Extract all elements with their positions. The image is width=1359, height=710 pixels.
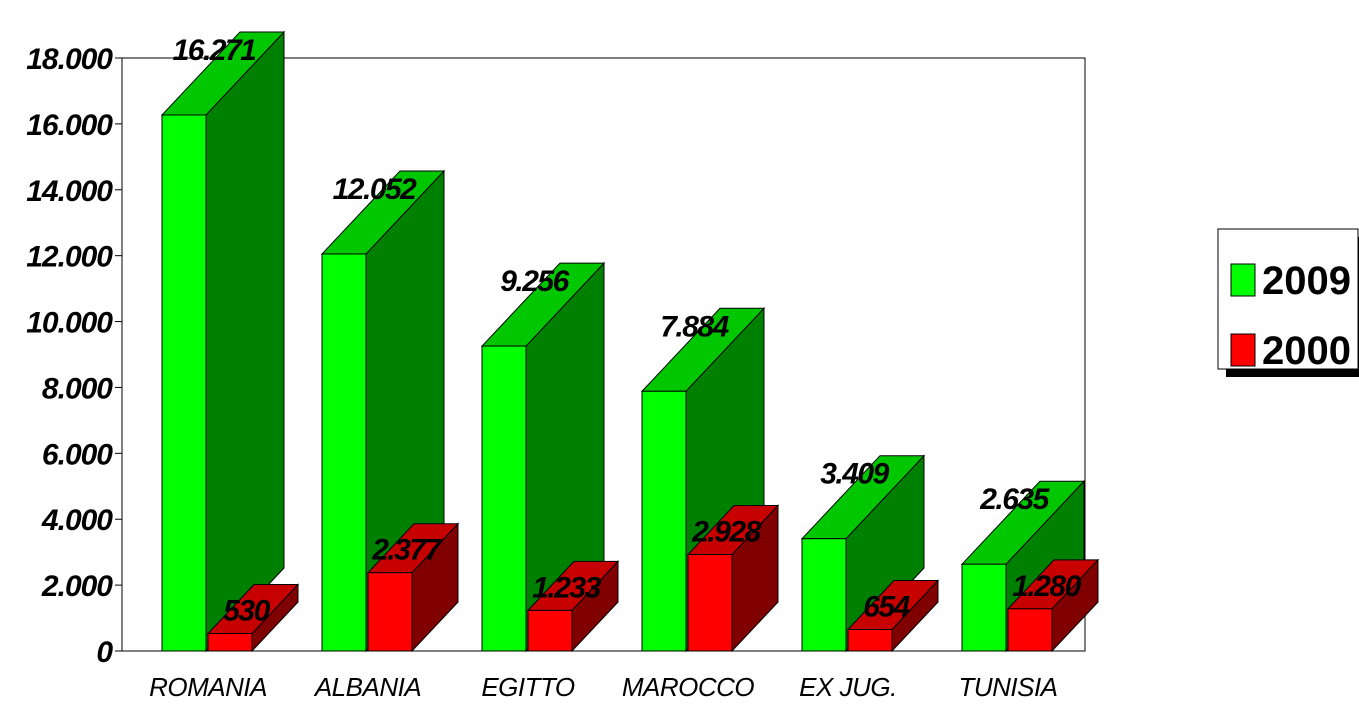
y-tick-label: 2.000 [41,570,113,603]
x-tick-label: MAROCCO [622,672,755,702]
data-label-2009: 3.409 [820,458,889,491]
data-label-2009: 9.256 [500,265,569,298]
bar-2000-5 [846,579,940,653]
bar-2009-1 [160,30,286,653]
bar-2000-2 [366,522,460,653]
y-tick-label: 18.000 [26,43,113,76]
bar-2000-6 [1006,558,1100,653]
y-tick-label: 6.000 [42,438,113,471]
x-tick-label: EX JUG. [799,672,897,702]
y-tick-label: 4.000 [41,504,113,537]
bar-2009-5 [800,454,926,653]
x-tick-label: ROMANIA [149,672,267,702]
data-label-2009: 2.635 [979,483,1050,516]
data-labels-group: 16.271 530 12.052 2.377 9.256 1.233 7.884 2.928… [173,34,1083,628]
legend-label-2009: 2009 [1262,259,1351,303]
data-label-2000: 1.280 [1012,570,1081,603]
data-label-2000: 530 [223,595,270,628]
legend: 2009 2000 [1217,228,1359,377]
data-label-2000: 654 [863,590,910,623]
legend-label-2000: 2000 [1262,329,1351,373]
y-tick-label: 10.000 [26,307,113,340]
bar-2009-3 [480,261,606,653]
y-tick-label: 16.000 [26,109,113,142]
y-tick-label: 12.000 [26,241,113,274]
data-label-2009: 12.052 [333,173,418,206]
y-tick-label: 14.000 [26,175,113,208]
y-axis: 0 2.000 4.000 6.000 8.000 10.000 12.000 14.000 1… [26,43,123,669]
y-tick-label: 0 [96,636,113,669]
x-tick-label: TUNISIA [958,672,1057,702]
y-tick-label: 8.000 [42,372,113,405]
x-axis: ROMANIA ALBANIA EGITTO MAROCCO EX JUG. TUNISI… [122,650,1085,702]
data-label-2009: 16.271 [173,34,257,67]
bar-2000-1 [206,583,300,653]
x-tick-label: ALBANIA [313,672,421,702]
legend-swatch-2000 [1230,333,1256,367]
legend-swatch-2009 [1230,263,1256,297]
bar-2000-3 [526,560,620,653]
x-tick-label: EGITTO [481,672,575,702]
data-label-2000: 1.233 [532,571,601,604]
data-label-2000: 2.928 [691,516,761,549]
data-label-2009: 7.884 [660,310,729,343]
bars-group [160,30,1100,653]
bar-2000-4 [686,504,780,653]
data-label-2000: 2.377 [371,534,442,567]
